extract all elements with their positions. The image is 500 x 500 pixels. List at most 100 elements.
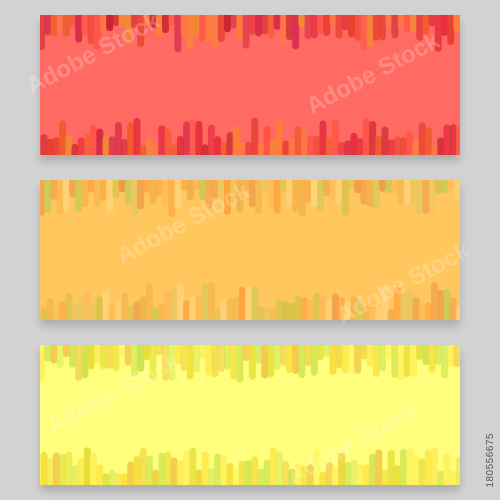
stripe-bottom-37 [269,307,277,320]
stripe-bottom-58 [400,449,408,485]
stripe-top-66 [447,15,455,45]
stripe-top-29 [217,345,225,372]
stripe-top-45 [317,180,324,212]
stripe-bottom-1 [46,138,54,155]
stripe-top-7 [81,15,89,36]
stripe-top-22 [174,345,182,366]
banner-red-pattern [40,15,460,155]
stripe-top-24 [186,15,194,49]
stripe-top-8 [87,180,95,193]
stripe-bottom-14 [127,461,135,485]
stripe-top-39 [279,180,287,192]
stripe-bottom-8 [90,302,98,320]
stripe-top-58 [397,180,405,205]
stripe-bottom-36 [263,306,271,320]
stripe-bottom-0 [40,451,48,485]
stripe-bottom-43 [307,464,315,485]
stripe-top-26 [199,15,207,42]
stripe-bottom-20 [164,451,172,485]
stripe-bottom-7 [83,290,91,320]
stripe-bottom-30 [226,132,234,155]
stripe-top-45 [317,15,324,35]
stripe-top-61 [416,345,424,360]
stripe-bottom-9 [96,128,104,155]
stripe-bottom-25 [195,469,203,485]
stripe-bottom-54 [375,449,383,485]
stripe-top-2 [50,345,58,364]
stripe-top-66 [447,345,455,367]
stripe-top-0 [40,345,45,382]
stripe-bottom-24 [189,119,197,155]
stripe-top-51 [354,180,362,194]
stripe-top-19 [155,15,163,37]
stripe-bottom-33 [245,286,253,320]
stripe-top-48 [335,180,343,204]
stripe-bottom-40 [288,468,296,485]
stripe-bottom-29 [220,141,228,155]
stripe-bottom-8 [90,124,98,155]
stripe-bottom-49 [344,140,352,155]
stripe-top-54 [372,15,380,41]
stripe-bottom-28 [214,308,222,320]
stripe-bottom-4 [65,451,73,485]
stripe-bottom-60 [412,455,420,485]
stripe-top-14 [124,15,132,44]
stripe-bottom-55 [381,469,389,485]
stripe-bottom-25 [195,295,203,320]
stripe-bottom-53 [369,301,377,320]
stripe-bottom-59 [406,448,414,485]
stripe-top-55 [379,180,386,192]
stripe-top-43 [304,345,312,367]
stripe-top-28 [211,15,219,49]
stripe-bottom-18 [152,306,160,320]
stripe-bottom-39 [282,140,290,155]
stripe-top-50 [348,180,355,191]
stripe-bottom-48 [338,142,346,155]
stripe-bottom-13 [121,139,129,155]
stripe-top-1 [44,180,52,213]
stripe-bottom-16 [139,296,147,320]
stripe-top-17 [143,180,151,193]
stripe-bottom-2 [52,308,60,320]
stripe-top-12 [112,15,120,27]
stripe-top-18 [149,15,157,29]
stripe-top-12 [112,180,120,199]
stripe-bottom-62 [424,127,432,155]
stripe-bottom-33 [245,141,253,155]
stripe-bottom-19 [158,125,166,155]
stripe-bottom-32 [238,460,246,485]
stripe-bottom-24 [189,297,197,320]
stripe-top-50 [348,345,355,373]
stripe-bottom-59 [406,131,414,155]
stripe-top-30 [224,15,231,33]
stripe-top-33 [242,345,250,362]
stripe-bottom-61 [418,122,426,155]
stripe-top-9 [93,15,101,50]
stripe-top-32 [236,180,244,212]
stripe-top-30 [224,345,231,370]
stripe-bottom-10 [102,473,110,485]
stripe-top-4 [62,180,70,211]
stripe-bottom-41 [294,126,302,155]
stripe-top-44 [310,345,318,376]
stripe-bottom-61 [418,304,426,320]
stripe-top-6 [75,15,83,43]
stripe-top-49 [341,180,349,216]
stripe-bottom-44 [313,293,321,320]
stripe-bottom-7 [83,447,91,485]
stripe-top-52 [360,15,368,51]
stripe-top-30 [224,180,231,215]
stripe-top-7 [81,345,89,379]
stripe-bottom-57 [393,465,401,485]
stripe-bottom-52 [362,464,370,485]
stripe-bottom-43 [307,299,315,320]
stripe-top-10 [100,345,107,370]
stripe-bottom-7 [83,134,91,155]
stripe-top-60 [410,15,417,34]
stripe-top-44 [310,15,318,39]
stripe-top-5 [69,15,76,28]
stripe-bottom-23 [183,450,191,485]
stripe-top-6 [75,345,83,381]
stripe-bottom-27 [207,468,215,485]
stripe-bottom-34 [251,287,259,320]
